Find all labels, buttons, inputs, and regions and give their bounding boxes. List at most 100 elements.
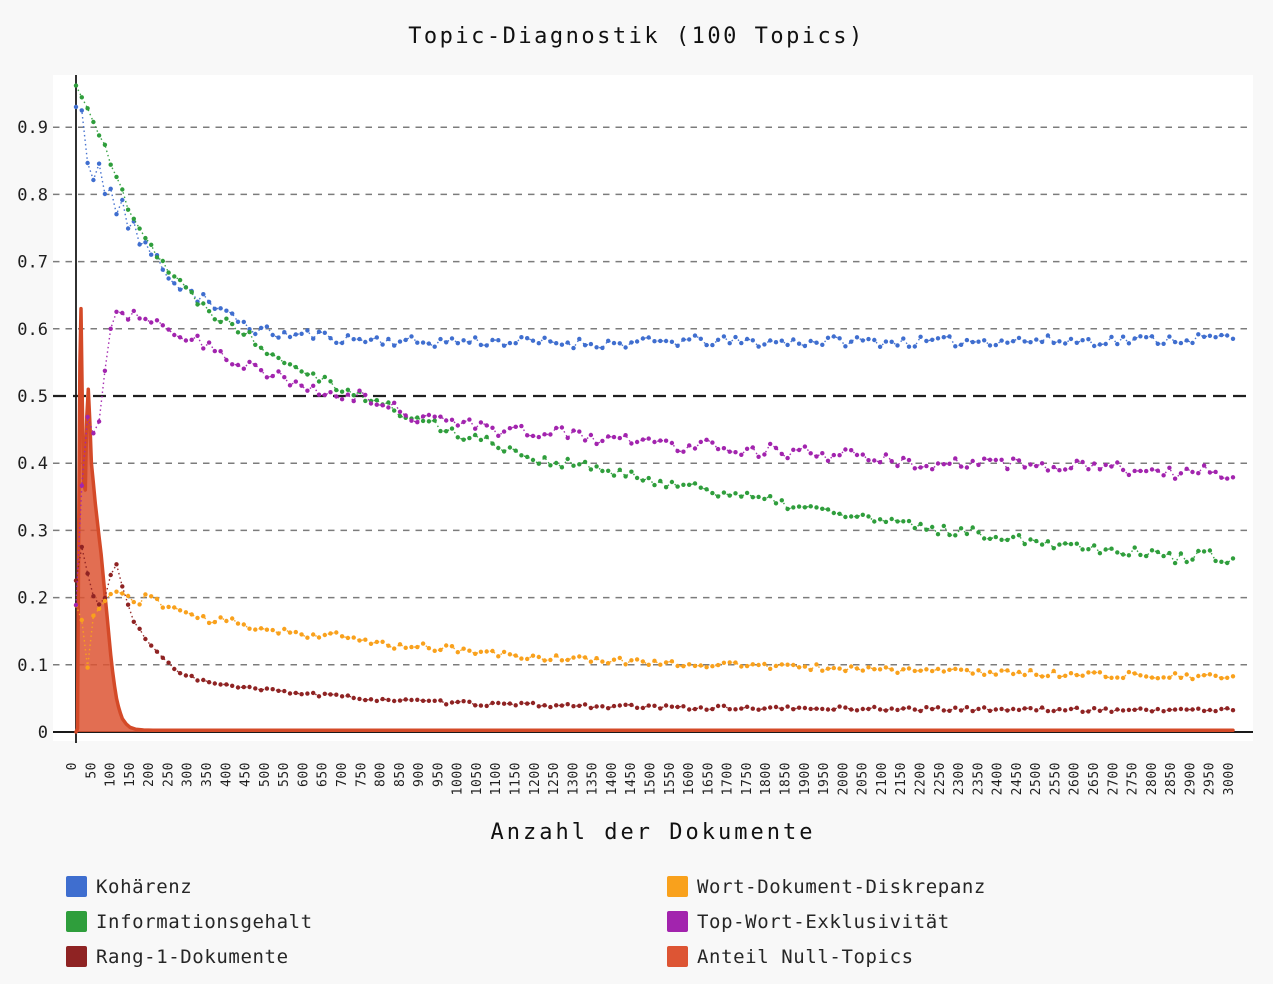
svg-text:1250: 1250 xyxy=(547,762,562,795)
legend-swatch-icon xyxy=(667,876,688,897)
legend-column-left: Kohärenz Informationsgehalt Rang-1-Dokumen… xyxy=(66,869,313,974)
svg-text:2750: 2750 xyxy=(1126,762,1141,795)
series-rang-1-dokumente xyxy=(73,544,1236,714)
legend-item-koh-renz: Kohärenz xyxy=(66,869,313,904)
svg-text:750: 750 xyxy=(354,762,369,787)
legend-item-informationsgehalt: Informationsgehalt xyxy=(66,904,313,939)
svg-text:1650: 1650 xyxy=(701,762,716,795)
legend-item-wort-dokument-diskrepanz: Wort-Dokument-Diskrepanz xyxy=(667,869,986,904)
svg-text:700: 700 xyxy=(335,762,350,787)
svg-text:400: 400 xyxy=(219,762,234,787)
series-top-wort-exklusivit-t xyxy=(73,308,1236,608)
svg-text:1000: 1000 xyxy=(451,762,466,795)
svg-text:200: 200 xyxy=(142,762,157,787)
svg-text:0: 0 xyxy=(38,723,48,743)
svg-text:2450: 2450 xyxy=(1010,762,1025,795)
legend-column-right: Wort-Dokument-Diskrepanz Top-Wort-Exklusi… xyxy=(667,869,986,974)
series-anteil-null-topics xyxy=(74,306,1235,734)
svg-text:0.3: 0.3 xyxy=(17,521,48,541)
svg-text:0.6: 0.6 xyxy=(17,320,48,340)
svg-text:900: 900 xyxy=(412,762,427,787)
svg-text:2600: 2600 xyxy=(1068,762,1083,795)
svg-text:1500: 1500 xyxy=(644,762,659,795)
svg-text:950: 950 xyxy=(431,762,446,787)
plot-background xyxy=(53,75,1253,741)
svg-text:2250: 2250 xyxy=(933,762,948,795)
svg-text:0.1: 0.1 xyxy=(17,656,48,676)
legend-label: Top-Wort-Exklusivität xyxy=(697,910,950,933)
svg-text:0.5: 0.5 xyxy=(17,387,48,407)
svg-text:2650: 2650 xyxy=(1087,762,1102,795)
svg-text:2300: 2300 xyxy=(952,762,967,795)
svg-text:1850: 1850 xyxy=(779,762,794,795)
legend-item-top-wort-exklusivit-t: Top-Wort-Exklusivität xyxy=(667,904,986,939)
svg-text:100: 100 xyxy=(104,762,119,787)
svg-text:2000: 2000 xyxy=(836,762,851,795)
svg-text:0.2: 0.2 xyxy=(17,589,48,609)
svg-text:2050: 2050 xyxy=(856,762,871,795)
svg-text:2950: 2950 xyxy=(1203,762,1218,795)
svg-text:250: 250 xyxy=(161,762,176,787)
legend-label: Rang-1-Dokumente xyxy=(96,945,289,968)
y-tick-labels: 0 0.1 0.2 0.3 0.4 0.5 0.6 0.7 0.8 0.9 xyxy=(17,118,48,743)
series-informationsgehalt xyxy=(73,83,1236,566)
legend-label: Wort-Dokument-Diskrepanz xyxy=(697,875,986,898)
svg-text:450: 450 xyxy=(239,762,254,787)
svg-text:2550: 2550 xyxy=(1048,762,1063,795)
svg-text:850: 850 xyxy=(393,762,408,787)
svg-text:500: 500 xyxy=(258,762,273,787)
svg-text:350: 350 xyxy=(200,762,215,787)
svg-text:1750: 1750 xyxy=(740,762,755,795)
chart-plot-area: 0 0.1 0.2 0.3 0.4 0.5 0.6 0.7 0.8 0.9 0 50 100 150 200… xyxy=(17,75,1253,795)
legend-label: Kohärenz xyxy=(96,875,193,898)
svg-text:1450: 1450 xyxy=(624,762,639,795)
svg-text:50: 50 xyxy=(84,762,99,779)
svg-text:2350: 2350 xyxy=(971,762,986,795)
svg-text:150: 150 xyxy=(123,762,138,787)
svg-text:600: 600 xyxy=(296,762,311,787)
svg-text:1700: 1700 xyxy=(721,762,736,795)
svg-text:1300: 1300 xyxy=(566,762,581,795)
svg-text:2900: 2900 xyxy=(1183,762,1198,795)
svg-text:0.8: 0.8 xyxy=(17,185,48,205)
legend-swatch-icon xyxy=(66,946,87,967)
svg-text:0.7: 0.7 xyxy=(17,253,48,273)
svg-text:2700: 2700 xyxy=(1106,762,1121,795)
svg-text:1200: 1200 xyxy=(528,762,543,795)
x-axis-label: Anzahl der Dokumente xyxy=(490,820,816,845)
svg-text:2800: 2800 xyxy=(1145,762,1160,795)
svg-text:1900: 1900 xyxy=(798,762,813,795)
svg-text:1800: 1800 xyxy=(759,762,774,795)
svg-text:2150: 2150 xyxy=(894,762,909,795)
legend-label: Anteil Null-Topics xyxy=(697,945,914,968)
legend-swatch-icon xyxy=(667,946,688,967)
legend-item-anteil-null-topics: Anteil Null-Topics xyxy=(667,939,986,974)
svg-text:1050: 1050 xyxy=(470,762,485,795)
legend-swatch-icon xyxy=(667,911,688,932)
svg-text:1950: 1950 xyxy=(817,762,832,795)
svg-text:650: 650 xyxy=(316,762,331,787)
series-wort-dokument-diskrepanz xyxy=(73,589,1236,682)
svg-text:1550: 1550 xyxy=(663,762,678,795)
svg-text:2400: 2400 xyxy=(991,762,1006,795)
svg-text:1350: 1350 xyxy=(586,762,601,795)
svg-text:800: 800 xyxy=(374,762,389,787)
svg-text:300: 300 xyxy=(181,762,196,787)
svg-text:2850: 2850 xyxy=(1164,762,1179,795)
legend-item-rang-1-dokumente: Rang-1-Dokumente xyxy=(66,939,313,974)
gridlines xyxy=(53,126,1253,666)
svg-text:2200: 2200 xyxy=(914,762,929,795)
svg-text:2500: 2500 xyxy=(1029,762,1044,795)
svg-text:0.9: 0.9 xyxy=(17,118,48,138)
x-tick-labels: 0 50 100 150 200 250 300 350 400 450 500 550 600 650 7… xyxy=(65,762,1237,795)
svg-text:2100: 2100 xyxy=(875,762,890,795)
svg-text:0: 0 xyxy=(65,762,80,770)
svg-text:1100: 1100 xyxy=(489,762,504,795)
chart-title: Topic-Diagnostik (100 Topics) xyxy=(408,24,865,49)
legend-swatch-icon xyxy=(66,876,87,897)
series-koh-renz xyxy=(73,104,1236,351)
legend-label: Informationsgehalt xyxy=(96,910,313,933)
svg-text:1400: 1400 xyxy=(605,762,620,795)
svg-text:3000: 3000 xyxy=(1222,762,1237,795)
